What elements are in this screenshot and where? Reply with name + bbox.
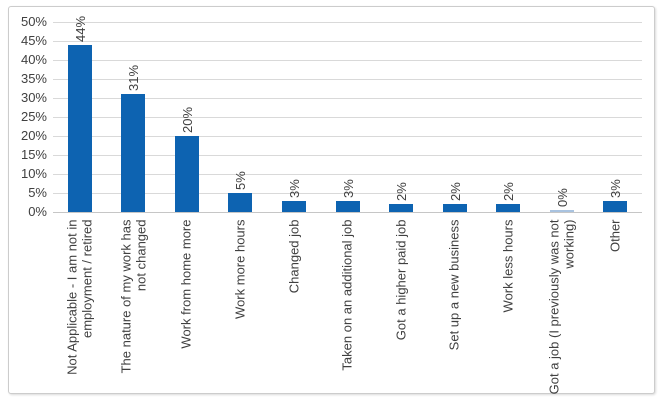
- x-category-text: Taken on an additional job: [339, 219, 355, 371]
- x-category-label: Other: [588, 219, 642, 394]
- x-category-text: Other: [607, 219, 623, 252]
- x-category-label: Not Applicable - I am not in employment …: [53, 219, 107, 394]
- bar-value-label: 5%: [230, 156, 250, 190]
- bar-value-text: 0%: [554, 188, 570, 207]
- y-tick-label: 45%: [20, 33, 47, 48]
- gridline: [53, 41, 642, 42]
- gridline: [53, 22, 642, 23]
- x-category-label: Got a job (I previously was not working): [535, 219, 589, 394]
- bar: [442, 204, 467, 212]
- bar-value-label: 3%: [338, 164, 358, 198]
- y-tick-label: 30%: [20, 90, 47, 105]
- bar-value-label: 3%: [605, 164, 625, 198]
- bar: [67, 45, 92, 212]
- y-tick-label: 5%: [28, 185, 47, 200]
- bar-value-text: 5%: [232, 171, 248, 190]
- bar-value-text: 2%: [447, 182, 463, 201]
- bar: [603, 201, 628, 212]
- bar-value-text: 44%: [72, 15, 88, 42]
- bar-value-label: 2%: [391, 167, 411, 201]
- x-category-text: Not Applicable - I am not in employment …: [64, 219, 95, 375]
- bar: [496, 204, 521, 212]
- bar: [174, 136, 199, 212]
- bar-value-label: 20%: [177, 99, 197, 133]
- x-category-text: Work more hours: [232, 219, 248, 319]
- bar: [549, 210, 574, 212]
- bar-value-label: 2%: [498, 167, 518, 201]
- gridline: [53, 155, 642, 156]
- x-category-label: The nature of my work has not changed: [106, 219, 160, 394]
- x-category-text: Work from home more: [179, 219, 195, 349]
- x-category-label: Work from home more: [160, 219, 214, 394]
- bar: [389, 204, 413, 212]
- bar-value-text: 31%: [125, 64, 141, 91]
- x-category-label: Work more hours: [213, 219, 267, 394]
- y-tick-label: 10%: [20, 166, 47, 181]
- gridline: [53, 174, 642, 175]
- bar-value-text: 2%: [500, 182, 516, 201]
- bar-value-text: 20%: [179, 106, 195, 133]
- y-tick-label: 0%: [28, 204, 47, 219]
- y-tick-label: 35%: [20, 71, 47, 86]
- x-category-text: The nature of my work has not changed: [117, 219, 149, 373]
- gridline: [53, 60, 642, 61]
- bar-value-text: 3%: [340, 179, 355, 198]
- bar-value-label: 3%: [284, 164, 304, 198]
- bar: [121, 94, 146, 212]
- bar: [282, 201, 306, 212]
- y-tick-label: 50%: [20, 14, 47, 29]
- x-category-text: Work less hours: [500, 219, 516, 312]
- x-category-label: Changed job: [267, 219, 321, 394]
- x-axis-line: [53, 212, 642, 213]
- y-tick-label: 40%: [20, 52, 47, 67]
- bar-value-text: 3%: [607, 179, 623, 198]
- chart-frame: [8, 6, 655, 394]
- bar-value-text: 2%: [393, 182, 409, 201]
- x-category-text: Set up a new business: [446, 219, 462, 350]
- bar-value-label: 31%: [123, 57, 143, 91]
- bar: [228, 193, 253, 212]
- bar-value-label: 2%: [445, 167, 465, 201]
- x-category-label: Got a higher paid job: [374, 219, 428, 394]
- bar-value-text: 3%: [286, 179, 302, 198]
- bar: [335, 201, 360, 212]
- gridline: [53, 193, 642, 194]
- y-tick-label: 20%: [20, 128, 47, 143]
- y-tick-label: 15%: [20, 147, 47, 162]
- x-category-text: Got a job (I previously was not working): [546, 219, 577, 394]
- x-category-text: Changed job: [286, 219, 302, 293]
- gridline: [53, 98, 642, 99]
- x-category-label: Set up a new business: [428, 219, 482, 394]
- gridline: [53, 117, 642, 118]
- x-category-label: Taken on an additional job: [321, 219, 375, 394]
- gridline: [53, 79, 642, 80]
- bar-value-label: 44%: [70, 8, 90, 42]
- gridline: [53, 136, 642, 137]
- y-tick-label: 25%: [20, 109, 47, 124]
- x-category-text: Got a higher paid job: [393, 219, 409, 340]
- x-category-label: Work less hours: [481, 219, 535, 394]
- bar-value-label: 0%: [552, 173, 572, 207]
